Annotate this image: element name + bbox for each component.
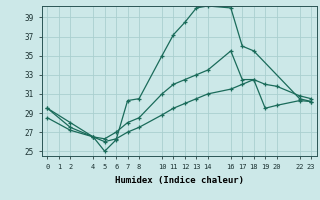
X-axis label: Humidex (Indice chaleur): Humidex (Indice chaleur): [115, 176, 244, 185]
